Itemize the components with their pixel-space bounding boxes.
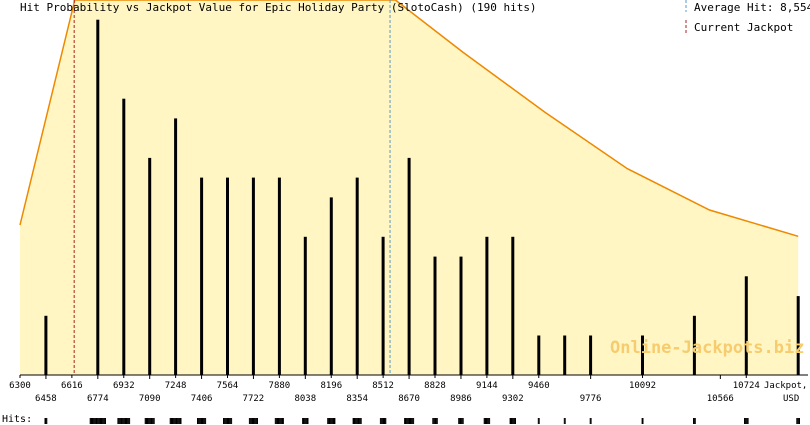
average-hit-legend-label: Average Hit: 8,554 <box>694 1 810 14</box>
bars-layer <box>44 19 800 376</box>
x-tick-label: 8512 <box>372 381 394 391</box>
x-axis-label-line-2: USD <box>783 394 799 404</box>
x-ticks-layer: 6300 6616 6932 7248 7564 7880 8196 8512 8828 9144… <box>9 375 760 404</box>
x-tick-label: 10724 <box>733 381 760 391</box>
x-tick-label: 8670 <box>398 394 420 404</box>
hits-strip <box>44 418 800 424</box>
bar <box>122 98 126 375</box>
bar <box>589 335 593 375</box>
x-tick-label: 6300 <box>9 381 31 391</box>
x-tick-label: 9776 <box>580 394 602 404</box>
bar <box>692 315 696 375</box>
legend: Average Hit: 8,554 Current Jackpot <box>685 0 810 34</box>
probability-line <box>19 0 799 238</box>
bar <box>148 157 152 375</box>
x-tick-label: 9302 <box>502 394 524 404</box>
x-tick-label: 7880 <box>269 381 291 391</box>
x-tick-label: 10566 <box>707 394 734 404</box>
x-tick-label: 6616 <box>61 381 83 391</box>
watermark: Online-Jackpots.biz <box>610 338 804 358</box>
bar <box>641 335 644 375</box>
x-tick-label: 8038 <box>294 394 316 404</box>
x-tick-label: 7248 <box>165 381 187 391</box>
x-tick-label: 9460 <box>528 381 550 391</box>
bar <box>744 276 748 375</box>
bar <box>96 19 100 375</box>
x-tick-label: 7090 <box>139 394 161 404</box>
bar <box>537 335 541 375</box>
bar <box>303 236 307 375</box>
bar <box>796 296 800 375</box>
marker-lines-layer <box>73 0 391 375</box>
bar <box>251 177 255 375</box>
hits-label: Hits: <box>2 414 32 425</box>
bar <box>381 236 385 375</box>
x-tick-label: 10092 <box>629 381 656 391</box>
x-tick-label: 6932 <box>113 381 135 391</box>
bar <box>433 256 437 375</box>
bar <box>563 335 567 375</box>
x-tick-label: 7564 <box>217 381 239 391</box>
x-tick-label: 6774 <box>87 394 109 404</box>
x-axis-label-line-1: Jackpot, <box>764 381 807 391</box>
bar <box>329 197 333 375</box>
chart-title: Hit Probability vs Jackpot Value for Epi… <box>20 1 537 14</box>
bar <box>174 118 178 376</box>
x-tick-label: 8196 <box>320 381 342 391</box>
bar <box>200 177 204 375</box>
x-tick-label: 9144 <box>476 381 498 391</box>
x-tick-label: 7722 <box>243 394 265 404</box>
bar <box>459 256 463 375</box>
bar <box>485 236 489 375</box>
x-tick-label: 7406 <box>191 394 213 404</box>
bar <box>355 177 359 375</box>
x-tick-label: 8986 <box>450 394 472 404</box>
bar <box>277 177 281 375</box>
bar <box>511 236 515 375</box>
bar <box>44 315 48 375</box>
x-tick-label: 6458 <box>35 394 57 404</box>
bar <box>226 177 229 375</box>
bar <box>407 157 411 375</box>
current-jackpot-legend-label: Current Jackpot <box>694 21 793 34</box>
x-tick-label: 8828 <box>424 381 446 391</box>
x-tick-label: 8354 <box>346 394 368 404</box>
